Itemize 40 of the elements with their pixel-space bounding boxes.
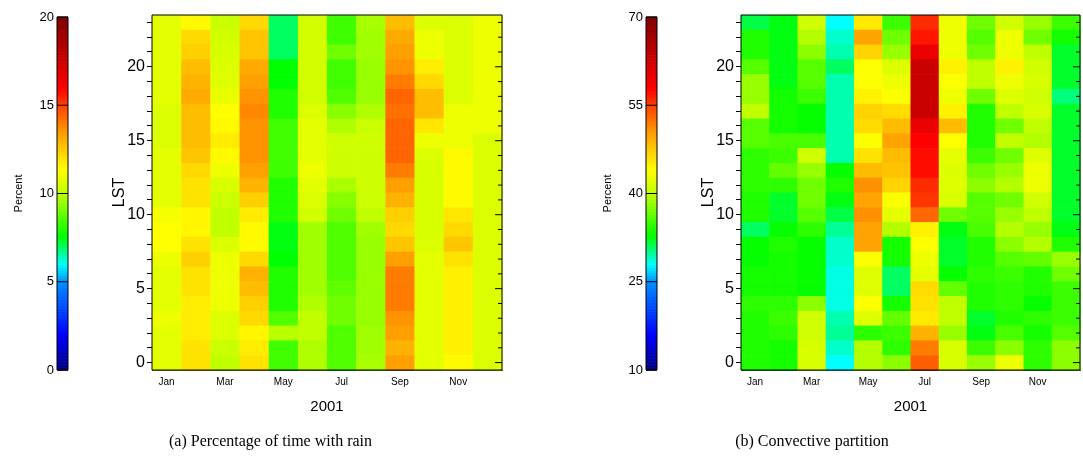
y-tick-label: 5 [725,279,735,297]
y-tick-label: 15 [127,131,146,149]
x-tick-label: May [273,375,293,387]
text: (a) Percentage of time with rain [168,432,373,450]
x-axis-title: 2001 [893,397,928,415]
x-axis-title: 2001 [310,397,344,415]
y-tick-label: 10 [127,205,146,223]
x-tick-label: Mar [216,375,235,387]
x-tick-label: Jan [747,375,764,387]
x-tick-label: Mar [803,375,821,387]
color-bar-label: 15 [39,96,54,112]
text: (b) Convective partition [734,432,890,450]
x-tick-label: Jan [158,375,175,387]
y-tick-label: 0 [136,353,146,371]
y-tick-label: 20 [127,57,146,75]
color-bar-label: 10 [628,361,643,377]
y-tick-label: 15 [716,131,735,149]
color-bar-title: Percent [12,174,25,213]
y-tick-label: 0 [725,353,735,371]
color-bar-title: Percent [601,174,614,213]
color-bar-label: 0 [46,361,54,377]
y-tick-label: 5 [136,279,146,297]
color-bar-label: 40 [628,185,643,201]
color-bar-label: 25 [628,273,643,289]
color-bar-label: 5 [46,273,54,289]
x-tick-label: Jul [918,375,932,387]
x-tick-label: Nov [449,375,468,387]
x-tick-label: Sep [391,375,410,387]
y-tick-label: 10 [716,205,735,223]
x-tick-label: Jul [335,375,348,387]
y-axis-title: LST [699,177,717,208]
x-tick-label: Nov [1028,375,1047,387]
x-tick-label: May [858,375,878,387]
x-tick-label: Sep [972,375,991,387]
color-bar-label: 55 [628,96,643,112]
color-bar-label: 20 [39,8,54,24]
color-bar-label: 70 [628,8,643,24]
y-tick-label: 20 [716,57,735,75]
color-bar-label: 10 [39,185,54,201]
y-axis-title: LST [110,177,128,208]
